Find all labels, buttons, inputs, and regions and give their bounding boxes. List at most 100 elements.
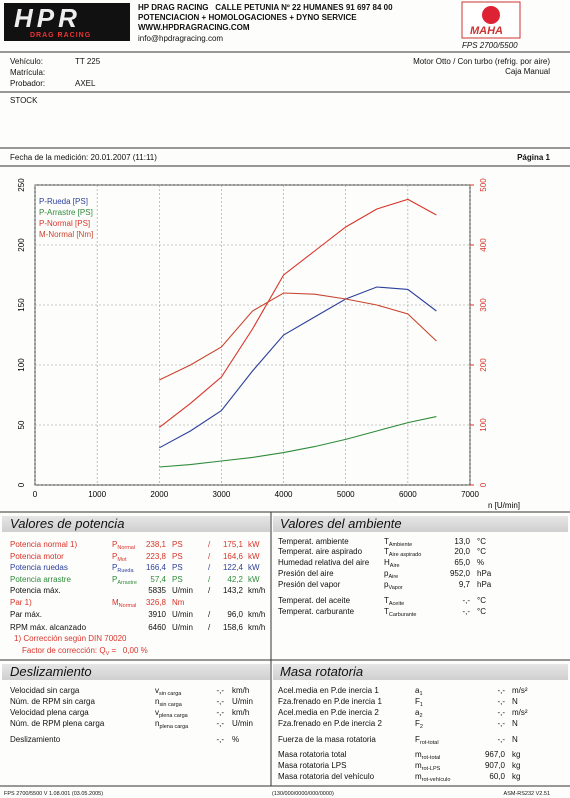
row-unit: PS [172,540,183,549]
y2-tick-label: 100 [479,418,488,432]
logo-sub: DRAG RACING [30,32,92,39]
row-unit: / [208,552,211,561]
row-value: -,- [497,686,505,695]
symbol-main: n [155,719,160,728]
symbol-sub: 2 [419,724,423,730]
row-unit: km/h [232,708,250,717]
symbol: vsin carga [155,686,181,699]
row-unit: kW [248,552,260,561]
row-unit: hPa [477,569,492,578]
row-label: Acel.media en P.de inercia 2 [278,708,379,717]
row-value: 3910 [148,610,166,619]
symbol: HAire [384,558,400,571]
symbol-sub: Carburante [388,612,417,618]
row-label: Núm. de RPM sin carga [10,697,95,706]
row-label: Potencia normal 1) [10,540,78,549]
y-tick-label: 50 [17,420,26,429]
row-value: -,- [462,596,470,605]
symbol: mrot-LPS [415,761,440,774]
symbol: TAire aspirado [384,547,421,560]
brand-emblem [482,6,500,24]
section-bar [273,516,568,532]
row-unit: m/s² [512,686,528,695]
row-unit: U/min [172,623,193,632]
symbol-main: m [415,772,422,781]
row-label: Par 1) [10,598,32,607]
row-unit: PS [172,552,183,561]
row-unit: kW [248,540,260,549]
y-tick-label: 150 [17,298,26,312]
row-unit: Nm [172,598,185,607]
field-value: AXEL [75,79,96,88]
row-value: 96,0 [227,610,243,619]
series-line [159,286,437,449]
symbol: nplena carga [155,719,188,732]
row-unit: / [208,610,211,619]
symbol-sub: Normal [117,545,136,551]
header-line: WWW.HPDRAGRACING.COM [138,23,250,32]
row-label: Masa rotatoria del vehículo [278,772,375,781]
header-line: HP DRAG RACING CALLE PETUNIA Nº 22 HUMAN… [138,3,393,12]
symbol: PRueda [112,563,134,576]
symbol-main: v [155,686,159,695]
row-label: Deslizamiento [10,735,61,744]
row-unit: kg [512,750,521,759]
row-unit: N [512,735,518,744]
section-title: Valores del ambiente [280,516,402,531]
row-unit: U/min [232,719,253,728]
row-value: -,- [216,697,224,706]
symbol: a1 [415,686,423,699]
symbol-sub: Aceite [388,601,405,607]
field-label: Matrícula: [10,68,46,77]
row-value: -,- [216,686,224,695]
symbol-sub: Vapor [388,585,403,591]
row-label: Velocidad sin carga [10,686,80,695]
row-label: RPM máx. alcanzado [10,623,87,632]
gearbox: Caja Manual [505,67,550,76]
row-value: 238,1 [145,540,166,549]
factor-sub: V [105,651,110,657]
row-value: 164,6 [222,552,243,561]
row-label: Potencia ruedas [10,563,68,572]
row-unit: kg [512,761,521,770]
symbol-sub: Arrastre [117,580,137,586]
row-unit: PS [172,575,183,584]
row-unit: m/s² [512,708,528,717]
symbol-sub: sin carga [159,691,182,697]
row-value: 952,0 [449,569,470,578]
footer: ASM-RS232 V2.51 [503,791,550,797]
row-unit: U/min [232,697,253,706]
row-value: 326,8 [145,598,166,607]
symbol-main: a [415,708,420,717]
symbol-sub: rot-total [419,740,439,746]
row-unit: km/h [248,610,266,619]
symbol: MNormal [112,598,136,611]
symbol-sub: Normal [118,603,137,609]
symbol-main: T [384,596,389,605]
row-value: 158,6 [222,623,243,632]
symbol: mrot-vehículo [415,772,450,785]
symbol-main: T [384,537,389,546]
symbol-sub: 1 [419,691,423,697]
symbol-main: m [415,761,422,770]
row-value: 223,8 [145,552,166,561]
row-value: 166,4 [145,563,166,572]
row-value: 967,0 [484,750,505,759]
model: FPS 2700/5500 [462,41,518,50]
row-value: 13,0 [454,537,470,546]
date: Fecha de la medición: 20.01.2007 (11:11) [10,153,157,162]
y2-tick-label: 0 [479,482,488,487]
symbol-sub: rot-vehículo [421,777,451,783]
factor-value: = 0,00 % [111,646,148,655]
symbol-main: m [415,750,422,759]
row-unit: % [477,558,485,567]
header-line: info@hpdragracing.com [138,34,224,43]
footer: FPS 2700/5500 V 1.08.001 (03.05.2005) [4,791,104,797]
row-unit: °C [477,537,486,546]
row-value: -,- [216,735,224,744]
correction-note: 1) Corrección según DIN 70020 [14,634,127,643]
symbol: PNormal [112,540,135,553]
row-value: 122,4 [222,563,243,572]
series-line [158,198,437,428]
